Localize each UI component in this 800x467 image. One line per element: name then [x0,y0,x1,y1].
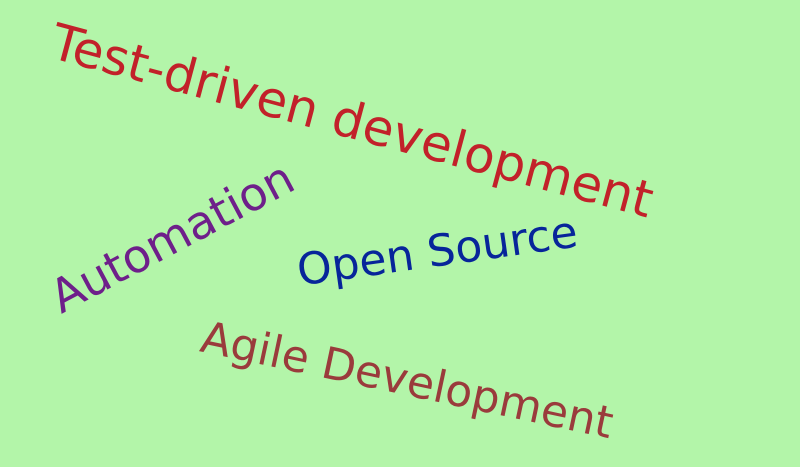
word-open-source: Open Source [293,206,581,297]
word-agile-development: Agile Development [196,311,618,450]
word-test-driven-development: Test-driven development [45,12,660,230]
word-automation: Automation [41,150,303,324]
